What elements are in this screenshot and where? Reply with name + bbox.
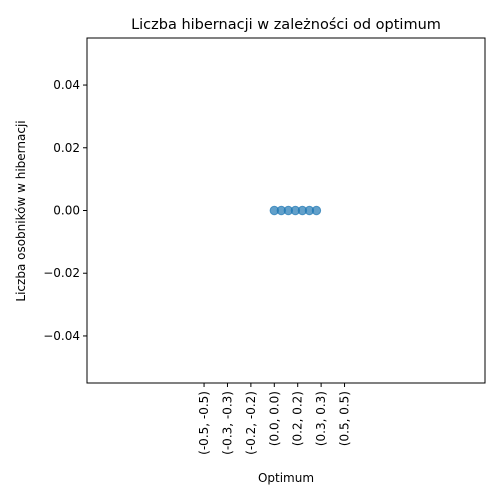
- chart-title: Liczba hibernacji w zależności od optimu…: [131, 17, 441, 33]
- y-tick-label: −0.04: [43, 329, 80, 343]
- x-tick-label: (0.5, 0.5): [338, 391, 352, 446]
- x-tick-label: (0.0, 0.0): [267, 391, 281, 446]
- y-tick-label: 0.00: [53, 204, 80, 218]
- data-point: [312, 206, 320, 214]
- y-tick-label: 0.04: [53, 78, 80, 92]
- x-axis-ticks: (-0.5, -0.5) (-0.3, -0.3) (-0.2, -0.2) (0.0…: [197, 383, 351, 455]
- x-tick-label: (0.2, 0.2): [291, 391, 305, 446]
- x-tick-label: (-0.5, -0.5): [197, 391, 211, 455]
- y-tick-label: 0.02: [53, 141, 80, 155]
- x-tick-label: (0.3, 0.3): [314, 391, 328, 446]
- x-tick-label: (-0.3, -0.3): [220, 391, 234, 455]
- y-axis-label: Liczba osobników w hibernacji: [14, 120, 28, 301]
- y-axis-ticks: −0.04 −0.02 0.00 0.02 0.04: [43, 78, 87, 343]
- scatter-points: [270, 206, 321, 214]
- y-tick-label: −0.02: [43, 266, 80, 280]
- x-axis-label: Optimum: [258, 471, 314, 485]
- x-tick-label: (-0.2, -0.2): [244, 391, 258, 455]
